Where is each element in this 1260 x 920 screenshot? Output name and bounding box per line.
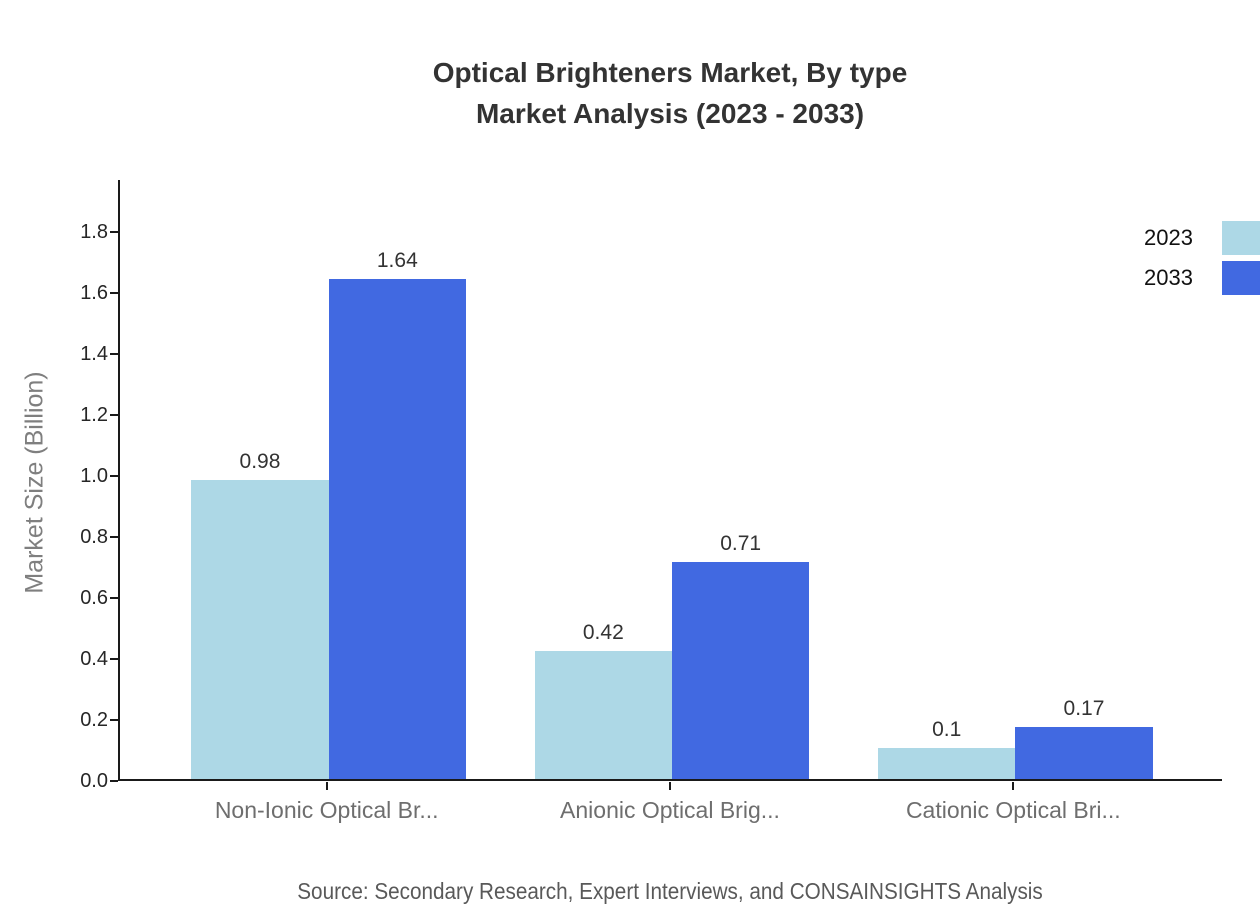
y-tick bbox=[110, 719, 118, 721]
x-tick bbox=[325, 782, 328, 790]
chart-title-line1: Optical Brighteners Market, By type bbox=[432, 57, 908, 88]
y-tick-label: 1.2 bbox=[80, 404, 108, 426]
y-tick-label: 0.4 bbox=[80, 648, 108, 670]
y-tick-label: 1.0 bbox=[80, 465, 108, 487]
y-tick bbox=[110, 597, 118, 599]
y-tick bbox=[110, 658, 118, 660]
legend: 2023 2033 bbox=[1144, 221, 1260, 295]
chart-title-line2: Market Analysis (2023 - 2033) bbox=[475, 98, 865, 129]
legend-label: 2023 bbox=[1144, 225, 1193, 250]
y-tick-label: 0.8 bbox=[80, 526, 108, 548]
y-tick-label: 1.8 bbox=[80, 221, 108, 243]
y-tick-label: 1.6 bbox=[80, 282, 108, 304]
bar-value-label: 0.17 bbox=[1063, 697, 1105, 720]
legend-swatch bbox=[1222, 221, 1260, 255]
bar-value-label: 0.71 bbox=[720, 532, 762, 555]
legend-item: 2033 bbox=[1144, 261, 1260, 295]
y-tick-label: 0.0 bbox=[80, 770, 108, 792]
legend-item: 2023 bbox=[1144, 221, 1260, 255]
x-axis-category-label: Non-Ionic Optical Br... bbox=[214, 797, 439, 823]
chart-title: Optical Brighteners Market, By type Mark… bbox=[118, 52, 1222, 134]
x-tick bbox=[669, 782, 671, 790]
bar bbox=[534, 651, 672, 779]
bar bbox=[878, 748, 1016, 779]
bar bbox=[328, 279, 466, 779]
y-axis-title: Market Size (Billion) bbox=[20, 371, 49, 594]
bar bbox=[672, 562, 810, 779]
y-tick bbox=[110, 414, 118, 416]
bar-value-label: 1.64 bbox=[376, 249, 418, 272]
y-tick bbox=[110, 353, 118, 355]
source-note: Source: Secondary Research, Expert Inter… bbox=[297, 878, 1043, 904]
x-tick bbox=[1012, 782, 1015, 790]
bar bbox=[191, 480, 329, 779]
legend-label: 2033 bbox=[1144, 265, 1193, 290]
bar-value-label: 0.42 bbox=[582, 621, 624, 644]
y-tick bbox=[110, 475, 118, 477]
y-tick bbox=[110, 536, 118, 538]
bar-value-label: 0.1 bbox=[932, 718, 962, 741]
y-tick bbox=[110, 780, 118, 782]
y-tick-label: 1.4 bbox=[80, 343, 108, 365]
y-tick bbox=[110, 292, 118, 294]
legend-swatch bbox=[1222, 261, 1260, 295]
bar bbox=[1015, 727, 1153, 779]
y-tick-label: 0.2 bbox=[80, 709, 108, 731]
bar-value-label: 0.98 bbox=[239, 450, 281, 473]
y-tick bbox=[110, 231, 118, 233]
y-tick-label: 0.6 bbox=[80, 587, 108, 609]
x-axis-category-label: Anionic Optical Brig... bbox=[560, 797, 780, 823]
plot-area: 0.98 1.64 0.42 0.71 0.1 0.17 bbox=[118, 180, 1222, 781]
x-axis-category-label: Cationic Optical Bri... bbox=[905, 797, 1121, 823]
